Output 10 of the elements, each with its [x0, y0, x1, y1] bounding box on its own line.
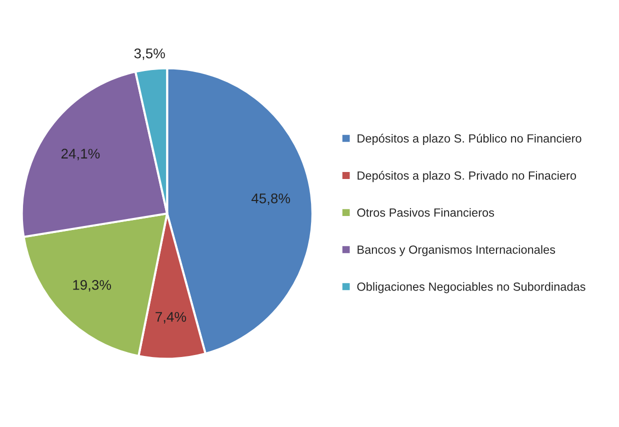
legend-label: Depósitos a plazo S. Privado no Finaciero: [358, 170, 576, 182]
data-label: 3,5%: [134, 48, 165, 60]
data-label: 24,1%: [61, 148, 100, 160]
legend-label: Bancos y Organismos Internacionales: [358, 245, 556, 256]
data-label: 45,8%: [251, 193, 290, 205]
legend-label: Depósitos a plazo S. Público no Financiero: [358, 134, 582, 145]
data-label: 19,3%: [73, 280, 112, 292]
legend-label: Otros Pasivos Financieros: [357, 208, 494, 217]
legend-label: Obligaciones Negociables no Subordinadas: [357, 282, 586, 294]
data-label: 7,4%: [156, 312, 186, 324]
